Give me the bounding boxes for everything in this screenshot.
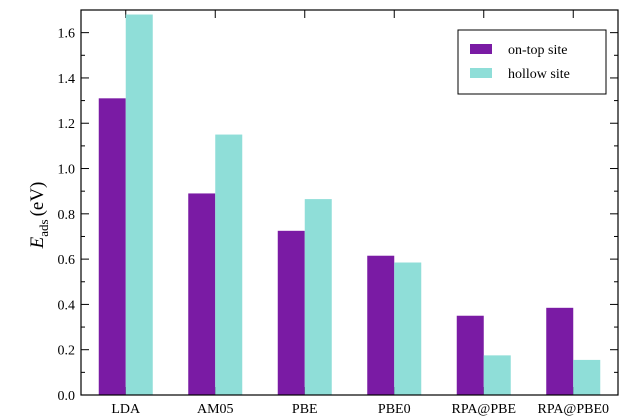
legend-label: hollow site: [508, 67, 570, 82]
bar-on-top-am05: [188, 193, 216, 395]
legend-swatch: [470, 68, 492, 78]
x-tick-label: PBE0: [378, 402, 411, 417]
bars: [98, 14, 601, 395]
bar-on-top-rpa-pbe: [456, 315, 484, 395]
legend-label: on-top site: [508, 43, 568, 58]
bar-hollow-lda: [125, 14, 153, 395]
y-axis-label: Eads(eV): [27, 182, 51, 250]
legend-swatch: [470, 44, 492, 54]
bar-hollow-am05: [215, 134, 243, 395]
plot-frame: [80, 9, 619, 396]
x-tick-label: RPA@PBE0: [537, 402, 609, 417]
y-tick-label: 1.6: [58, 27, 76, 42]
axis-ticks: 0.0 0.2 0.4 0.6 0.8 1.0 1.2 1.4 1.6 LDA AM05 PBE PBE…: [58, 9, 618, 417]
legend-box: [457, 29, 607, 95]
x-tick-label: PBE: [292, 402, 318, 417]
legend: on-top site hollow site: [457, 29, 607, 95]
y-tick-label: 1.2: [58, 117, 76, 132]
y-tick-label: 1.0: [58, 163, 76, 178]
bar-on-top-pbe0: [367, 255, 395, 395]
bar-on-top-lda: [98, 98, 126, 395]
y-tick-label: 1.4: [58, 72, 76, 87]
y-tick-label: 0.0: [58, 389, 76, 404]
x-tick-label: AM05: [197, 402, 234, 417]
bar-on-top-pbe: [277, 230, 305, 395]
bar-hollow-rpa-pbe: [483, 355, 511, 395]
bar-hollow-pbe: [304, 199, 332, 395]
y-tick-label: 0.2: [58, 344, 76, 359]
x-tick-label: LDA: [111, 402, 141, 417]
y-tick-label: 0.8: [58, 208, 76, 223]
x-tick-label: RPA@PBE: [451, 402, 516, 417]
bar-hollow-pbe0: [394, 262, 422, 395]
bar-hollow-rpa-pbe0: [573, 359, 601, 395]
bar-on-top-rpa-pbe0: [546, 307, 574, 395]
y-tick-label: 0.4: [58, 298, 76, 313]
y-tick-label: 0.6: [58, 253, 76, 268]
